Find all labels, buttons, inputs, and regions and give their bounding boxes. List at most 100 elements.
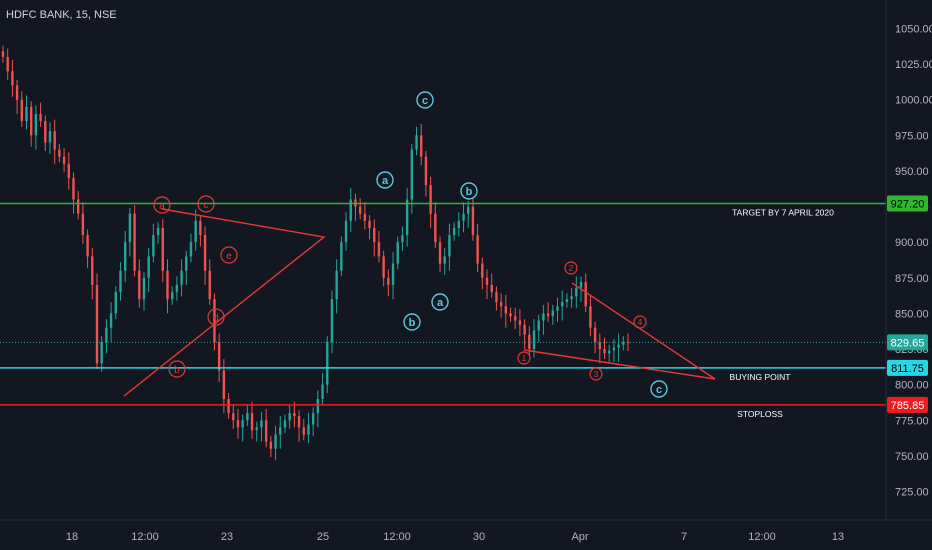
candle-body — [227, 398, 230, 414]
level-annotation: STOPLOSS — [737, 409, 783, 419]
candle-body — [76, 199, 80, 214]
y-tick-label: 1025.00 — [895, 59, 932, 71]
wave-label-red-circle — [564, 261, 578, 275]
wave-label-cyan-text: a — [382, 175, 389, 187]
x-tick-label: Apr — [571, 531, 588, 543]
candle-body — [358, 206, 362, 214]
candle-body — [330, 299, 334, 342]
candle-body — [67, 163, 70, 179]
x-tick-label: 12:00 — [748, 531, 776, 543]
candle-body — [236, 420, 240, 428]
candle-body — [15, 85, 19, 100]
candle-body — [499, 302, 503, 307]
wave-label-red-circle — [589, 367, 603, 381]
candle-body — [142, 277, 146, 300]
wave-label-red-text: e — [226, 251, 232, 262]
candle-body — [81, 213, 85, 236]
candle-body — [34, 113, 38, 136]
wave-label-cyan-text: b — [409, 317, 416, 329]
x-tick-label: 23 — [221, 531, 233, 543]
candle-body — [128, 213, 132, 243]
candles-layer — [1, 45, 630, 461]
x-tick-label: 12:00 — [383, 531, 411, 543]
candle-body — [91, 256, 94, 285]
candle-body — [203, 235, 207, 271]
candle-body — [147, 256, 150, 278]
candle-body — [288, 413, 291, 421]
candle-body — [217, 341, 221, 371]
candle-body — [335, 270, 338, 300]
candle-body — [185, 256, 188, 271]
level-annotation: TARGET BY 7 APRIL 2020 — [732, 207, 834, 217]
candle-body — [161, 227, 164, 271]
triangle-drawing-right[interactable] — [523, 282, 716, 380]
wave-label-red-text: a — [159, 201, 165, 212]
candle-body — [546, 313, 550, 317]
candle-body — [415, 135, 418, 150]
candle-body — [603, 349, 606, 354]
x-tick-label: 13 — [832, 531, 844, 543]
candle-body — [25, 106, 28, 122]
candle-body — [561, 302, 564, 307]
candle-body — [490, 284, 493, 293]
candle-body — [368, 220, 371, 228]
wave-label-red-text: 4 — [638, 318, 643, 327]
candle-body — [189, 242, 193, 257]
candle-body — [410, 149, 414, 200]
candle-body — [387, 277, 390, 285]
price-labels-layer: 927.20 829.65 811.75 785.85 — [887, 195, 928, 413]
price-label-box — [887, 359, 928, 376]
candle-body — [589, 306, 592, 328]
wave-label-red-circle — [153, 196, 171, 214]
candle-body — [598, 341, 602, 350]
candle-body — [476, 235, 479, 264]
candle-body — [274, 434, 277, 449]
y-tick-label: 1000.00 — [895, 95, 932, 107]
candle-body — [396, 242, 399, 264]
y-tick-label: 950.00 — [895, 166, 929, 178]
drawings-layer — [123, 208, 716, 397]
wave-label-red-circle — [207, 308, 225, 326]
wave-label-cyan-circle — [650, 380, 668, 398]
candle-body — [532, 330, 536, 350]
level-annotation: BUYING POINT — [730, 372, 791, 382]
candle-body — [467, 206, 470, 214]
candle-body — [438, 242, 442, 264]
candle-body — [279, 427, 282, 435]
x-tick-label: 7 — [681, 531, 687, 543]
candle-body — [44, 121, 47, 143]
candle-body — [311, 413, 315, 425]
candle-body — [434, 213, 437, 243]
candle-body — [123, 242, 127, 271]
y-tick-label: 800.00 — [895, 380, 929, 392]
candle-body — [72, 178, 75, 200]
wave-label-cyan-circle — [431, 293, 449, 311]
candle-body — [297, 416, 301, 428]
candle-body — [1, 51, 5, 57]
y-tick-label: 775.00 — [895, 415, 929, 427]
candle-body — [556, 306, 559, 311]
candle-body — [208, 270, 211, 300]
wave-label-red-text: c — [204, 200, 209, 211]
candle-body — [340, 242, 343, 271]
candle-body — [448, 235, 451, 257]
candle-body — [565, 299, 569, 303]
wave-label-cyan-text: b — [466, 186, 473, 198]
triangle-drawing-left[interactable] — [123, 208, 326, 397]
candle-body — [528, 334, 531, 350]
candle-body — [175, 284, 179, 293]
y-tick-label: 900.00 — [895, 237, 929, 249]
candle-body — [326, 341, 329, 385]
wave-label-cyan-text: a — [437, 297, 444, 309]
candle-body — [302, 427, 305, 435]
candle-body — [260, 420, 263, 428]
candle-body — [222, 370, 226, 399]
candle-body — [307, 424, 310, 435]
x-axis[interactable]: 18 12:00 23 25 12:00 30 Apr 7 12:00 13 — [66, 531, 844, 543]
candle-body — [199, 220, 202, 236]
candle-body — [570, 296, 573, 300]
candle-body — [170, 292, 174, 300]
wave-label-red-text: b — [174, 365, 180, 376]
candle-body — [518, 320, 522, 325]
